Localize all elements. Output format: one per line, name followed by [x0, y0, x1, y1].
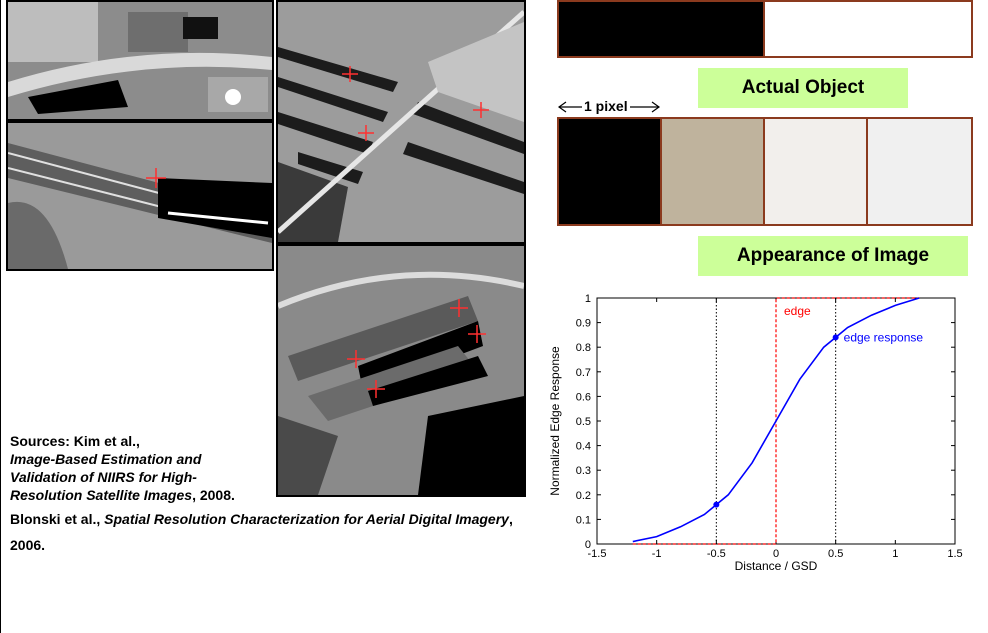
edge-response-series-line	[632, 297, 920, 543]
actual-white-region	[765, 2, 971, 56]
y-tick-label: 0	[585, 539, 591, 551]
blonski-year: , 2006.	[10, 511, 513, 553]
image-appearance-strip	[557, 117, 973, 226]
y-tick-label: 0.1	[576, 514, 591, 526]
blonski-citation: Blonski et al., Spatial Resolution Chara…	[10, 506, 530, 558]
y-tick-label: 0.2	[576, 490, 591, 502]
x-tick-label: 1.5	[947, 548, 962, 560]
pixel-label: 1 pixel	[582, 98, 630, 114]
pixel-2	[662, 119, 765, 224]
actual-object-label: Actual Object	[698, 68, 908, 108]
actual-black-region	[559, 2, 765, 56]
aerial-photo-1	[6, 0, 274, 121]
blonski-authors: Blonski et al.,	[10, 511, 105, 527]
x-tick-label: -0.5	[707, 548, 726, 560]
y-tick-label: 0.4	[576, 441, 591, 453]
pixel-3	[765, 119, 868, 224]
y-tick-label: 0.7	[576, 367, 591, 379]
appearance-label: Appearance of Image	[698, 236, 968, 276]
x-axis-label: Distance / GSD	[735, 559, 818, 573]
edge-series-label: edge	[784, 304, 811, 318]
pixel-4	[868, 119, 971, 224]
kim-citation: Sources: Kim et al., Image-Based Estimat…	[10, 432, 265, 504]
x-tick-label: 0.5	[828, 548, 843, 560]
y-tick-label: 0.8	[576, 342, 591, 354]
actual-object-strip	[557, 0, 973, 58]
kim-authors: Sources: Kim et al.,	[10, 433, 140, 449]
kim-year: , 2008.	[192, 487, 235, 503]
aerial-photo-3	[276, 0, 526, 244]
pixel-1	[559, 119, 662, 224]
response-marker	[713, 501, 720, 508]
y-tick-label: 1	[585, 293, 591, 305]
y-tick-label: 0.5	[576, 416, 591, 428]
kim-title: Image-Based Estimation and Validation of…	[10, 451, 202, 503]
x-tick-label: -1	[652, 548, 662, 560]
pixel-width-annotation: 1 pixel	[557, 98, 661, 116]
y-tick-label: 0.9	[576, 318, 591, 330]
aerial-photo-2	[6, 121, 274, 271]
blonski-title: Spatial Resolution Characterization for …	[104, 511, 509, 527]
y-axis-label: Normalized Edge Response	[548, 346, 562, 496]
x-tick-label: 0	[773, 548, 779, 560]
x-tick-label: -1.5	[588, 548, 607, 560]
y-tick-label: 0.6	[576, 391, 591, 403]
edge-response-chart: -1.5 -1 -0.5 0 0.5 1 1.5 0 0.1 0.2 0.3 0.4 0.5 0.6 0.7…	[548, 293, 963, 573]
page-left-border	[0, 0, 1, 633]
response-marker	[832, 334, 839, 341]
x-tick-label: 1	[892, 548, 898, 560]
aerial-photo-4	[276, 244, 526, 497]
y-tick-label: 0.3	[576, 465, 591, 477]
sources-citation: Sources: Kim et al., Image-Based Estimat…	[10, 432, 530, 558]
edge-response-series-label: edge response	[844, 330, 924, 344]
